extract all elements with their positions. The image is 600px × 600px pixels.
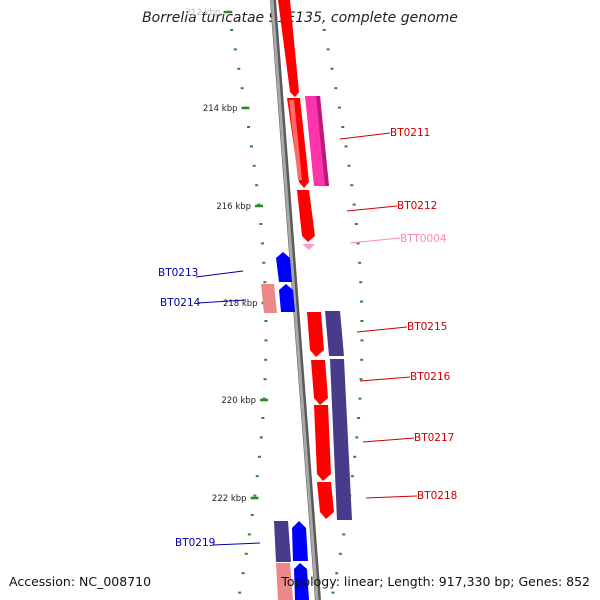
gene-bt0215[interactable] (307, 312, 324, 357)
scale-labels: 212 kbp 214 kbp 216 kbp 218 kbp 220 kbp 222 k… (186, 8, 258, 504)
label-bt0214[interactable]: BT0214 (160, 297, 201, 309)
gene-labels: BT0211 BT0212 BTT0004 BT0213 BT0214 BT02… (158, 127, 457, 549)
gene-bt0211-upstream[interactable] (276, 0, 299, 97)
scale-ruler (224, 10, 364, 594)
scale-tick-label: 222 kbp (212, 494, 247, 504)
gene-bt0214-pseudo[interactable] (261, 284, 277, 313)
gene-features (261, 0, 352, 600)
gene-bt0214[interactable] (279, 284, 295, 312)
scale-tick-label: 220 kbp (221, 396, 256, 406)
gene-bt0216[interactable] (311, 360, 328, 405)
gene-bt0220-pseudo[interactable] (276, 563, 293, 600)
label-bt0217[interactable]: BT0217 (414, 432, 454, 444)
label-bt0212[interactable]: BT0212 (397, 200, 437, 212)
accession-text: Accession: NC_008710 (9, 574, 152, 589)
gene-bt0220[interactable] (294, 563, 309, 600)
scale-tick-label: 216 kbp (216, 202, 251, 212)
genome-backbone (270, 0, 321, 600)
operon-bar-purple-1[interactable] (325, 311, 344, 356)
operon-bar-purple-2[interactable] (330, 359, 352, 520)
scale-tick-label: 212 kbp (186, 8, 221, 18)
scale-tick-label: 218 kbp (223, 299, 258, 309)
gene-bt0211-highlight (289, 100, 302, 180)
label-bt0211[interactable]: BT0211 (390, 127, 430, 139)
gene-bt0218[interactable] (317, 482, 334, 519)
scale-tick-label: 214 kbp (203, 104, 238, 114)
label-bt0216[interactable]: BT0216 (410, 371, 451, 383)
gene-bt0213[interactable] (276, 252, 292, 282)
genome-stats-text: Topology: linear; Length: 917,330 bp; Ge… (281, 574, 590, 589)
label-bt0213[interactable]: BT0213 (158, 267, 198, 279)
gene-bt0217[interactable] (314, 405, 331, 481)
label-bt0215[interactable]: BT0215 (407, 321, 447, 333)
gene-bt0219-purple[interactable] (274, 521, 291, 562)
genome-title: Borrelia turicatae 91E135, complete geno… (142, 10, 458, 26)
gene-bt0212[interactable] (297, 190, 315, 242)
label-bt0218[interactable]: BT0218 (417, 490, 457, 502)
label-bt0219[interactable]: BT0219 (175, 537, 215, 549)
label-btt0004[interactable]: BTT0004 (400, 233, 447, 245)
gene-bt0219[interactable] (292, 521, 308, 561)
operon-bar-pink-shade (316, 96, 329, 186)
label-leaders (195, 132, 418, 546)
gene-btt0004[interactable] (302, 244, 315, 250)
